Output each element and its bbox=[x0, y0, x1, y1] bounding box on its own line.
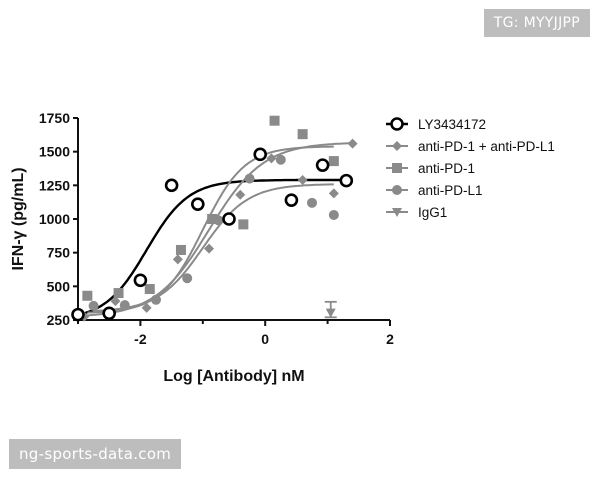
data-point bbox=[175, 244, 186, 255]
data-point bbox=[235, 189, 246, 200]
chart-legend: LY3434172 anti-PD-1 + anti-PD-L1 anti-PD-1… bbox=[386, 117, 555, 220]
fit-curve bbox=[84, 142, 353, 317]
legend-entry: anti-PD-L1 bbox=[386, 183, 483, 198]
data-point bbox=[182, 273, 193, 284]
data-point bbox=[284, 193, 299, 207]
y-tick-label: 750 bbox=[47, 245, 71, 261]
x-axis-title: Log [Antibody] nM bbox=[163, 368, 304, 385]
data-point bbox=[269, 115, 280, 126]
fit-curve bbox=[87, 145, 334, 314]
data-point bbox=[82, 290, 93, 301]
data-point bbox=[339, 173, 354, 188]
data-point bbox=[191, 197, 205, 211]
data-point bbox=[307, 197, 317, 208]
x-tick-label: 0 bbox=[261, 331, 269, 347]
data-points bbox=[71, 115, 358, 322]
data-point bbox=[325, 308, 336, 318]
data-point bbox=[238, 219, 249, 230]
data-point bbox=[144, 284, 155, 295]
legend-entry: anti-PD-1 + anti-PD-L1 bbox=[386, 139, 555, 154]
legend-label: LY3434172 bbox=[418, 117, 486, 132]
y-tick-label: 1250 bbox=[39, 177, 70, 193]
y-tick-label: 1500 bbox=[39, 144, 70, 160]
legend-marker bbox=[392, 141, 402, 151]
fit-curves bbox=[77, 142, 353, 317]
x-tick-label: -2 bbox=[134, 331, 147, 347]
watermark-top-right: TG: MYYJJPP bbox=[483, 9, 590, 37]
legend-entry: anti-PD-1 bbox=[386, 161, 475, 176]
legend-marker bbox=[392, 208, 402, 217]
data-point bbox=[207, 214, 218, 224]
y-tick-label: 1000 bbox=[39, 211, 70, 227]
data-point bbox=[266, 153, 277, 164]
data-point bbox=[141, 302, 152, 313]
data-point bbox=[172, 254, 183, 265]
legend-marker bbox=[390, 117, 404, 131]
data-point bbox=[164, 178, 179, 193]
data-point bbox=[113, 288, 124, 299]
data-point bbox=[253, 147, 268, 162]
data-point bbox=[244, 173, 255, 184]
legend-entry: LY3434172 bbox=[386, 117, 486, 132]
data-point bbox=[222, 212, 236, 226]
y-tick-label: 250 bbox=[47, 312, 71, 328]
x-tick-label: 2 bbox=[386, 331, 394, 347]
data-point bbox=[88, 300, 99, 311]
data-point bbox=[213, 215, 224, 226]
legend-label: IgG1 bbox=[418, 205, 447, 220]
chart-axes: 250 500 750 1000 1250 1500 1750 -2 0 2 Log [Antibo… bbox=[10, 110, 394, 385]
data-point bbox=[151, 294, 161, 305]
data-point bbox=[110, 296, 121, 307]
data-point bbox=[204, 243, 215, 254]
watermark-bottom-left: ng-sports-data.com bbox=[9, 439, 182, 469]
data-point bbox=[102, 306, 116, 321]
y-axis-title: IFN-γ (pg/mL) bbox=[10, 167, 27, 270]
data-point bbox=[328, 188, 339, 199]
legend-label: anti-PD-1 + anti-PD-L1 bbox=[418, 139, 555, 154]
data-point bbox=[275, 154, 286, 165]
data-point bbox=[133, 273, 148, 288]
y-tick-label: 500 bbox=[47, 278, 71, 294]
y-tick-label: 1750 bbox=[39, 110, 70, 126]
data-point bbox=[297, 129, 308, 140]
data-point bbox=[328, 209, 339, 220]
data-point bbox=[71, 307, 85, 322]
legend-marker bbox=[392, 163, 402, 173]
data-point bbox=[119, 300, 130, 311]
legend-marker bbox=[392, 185, 402, 195]
legend-label: anti-PD-L1 bbox=[418, 183, 483, 198]
data-point bbox=[315, 158, 330, 172]
legend-label: anti-PD-1 bbox=[418, 161, 475, 176]
data-point bbox=[297, 174, 308, 185]
legend-entry: IgG1 bbox=[386, 205, 447, 220]
data-point bbox=[328, 156, 339, 167]
data-point bbox=[347, 138, 358, 149]
fit-curve bbox=[93, 183, 334, 312]
